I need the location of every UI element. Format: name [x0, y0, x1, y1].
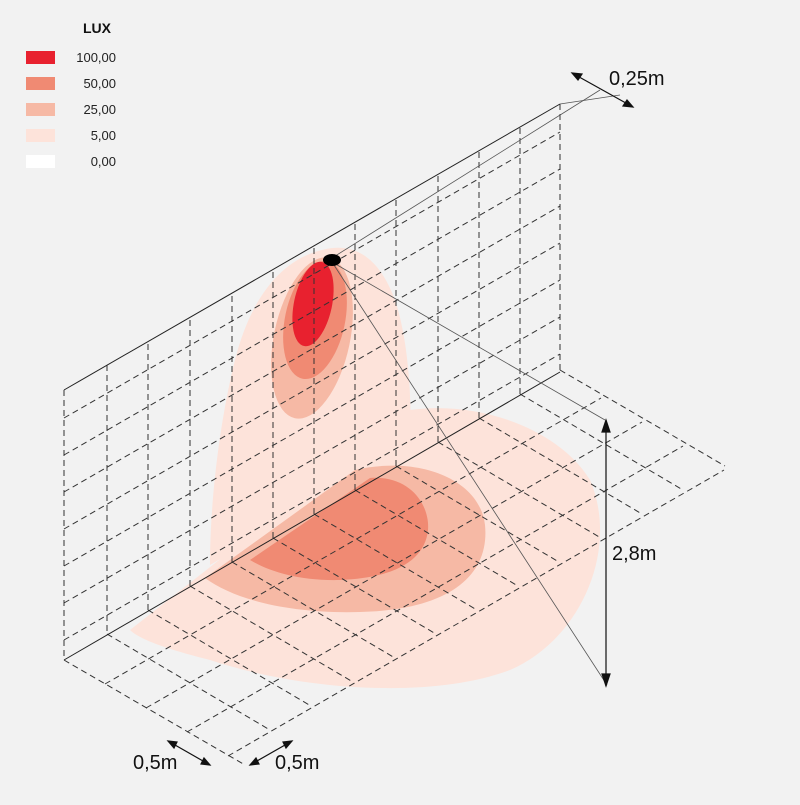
legend-item-25: 25,00 [26, 102, 116, 118]
legend-swatch [26, 129, 55, 142]
height-dimension-arrow [601, 418, 611, 688]
legend-title: LUX [83, 20, 111, 36]
height-dimension-label: 2,8m [612, 543, 657, 565]
legend-label: 5,00 [90, 128, 116, 143]
legend-label: 0,00 [90, 154, 116, 169]
legend-label: 50,00 [83, 76, 116, 91]
offset-dimension-arrow [570, 72, 635, 108]
grid-spacing-arrows [166, 740, 294, 766]
legend-item-50: 50,00 [26, 76, 116, 92]
wall-light-pattern [210, 247, 411, 566]
projection-lines [331, 89, 621, 686]
legend-item-100: 100,00 [26, 50, 116, 66]
legend-item-0: 0,00 [26, 154, 116, 170]
legend-label: 25,00 [83, 102, 116, 117]
wall-grid [63, 104, 561, 660]
floor-grid [63, 369, 726, 766]
legend-label: 100,00 [76, 50, 116, 65]
light-fixture-icon [323, 254, 341, 266]
legend-swatch [26, 77, 55, 90]
legend-swatch [26, 51, 55, 64]
grid-x-dimension-label: 0,5m [133, 752, 178, 774]
legend-swatch [26, 103, 55, 116]
legend-item-5: 5,00 [26, 128, 116, 144]
grid-y-dimension-label: 0,5m [275, 752, 320, 774]
floor-light-pattern [130, 408, 601, 689]
wall-edges [63, 103, 561, 661]
offset-dimension-label: 0,25m [609, 68, 665, 90]
wall-zone-100lux [292, 261, 334, 347]
legend-swatch [26, 155, 55, 168]
